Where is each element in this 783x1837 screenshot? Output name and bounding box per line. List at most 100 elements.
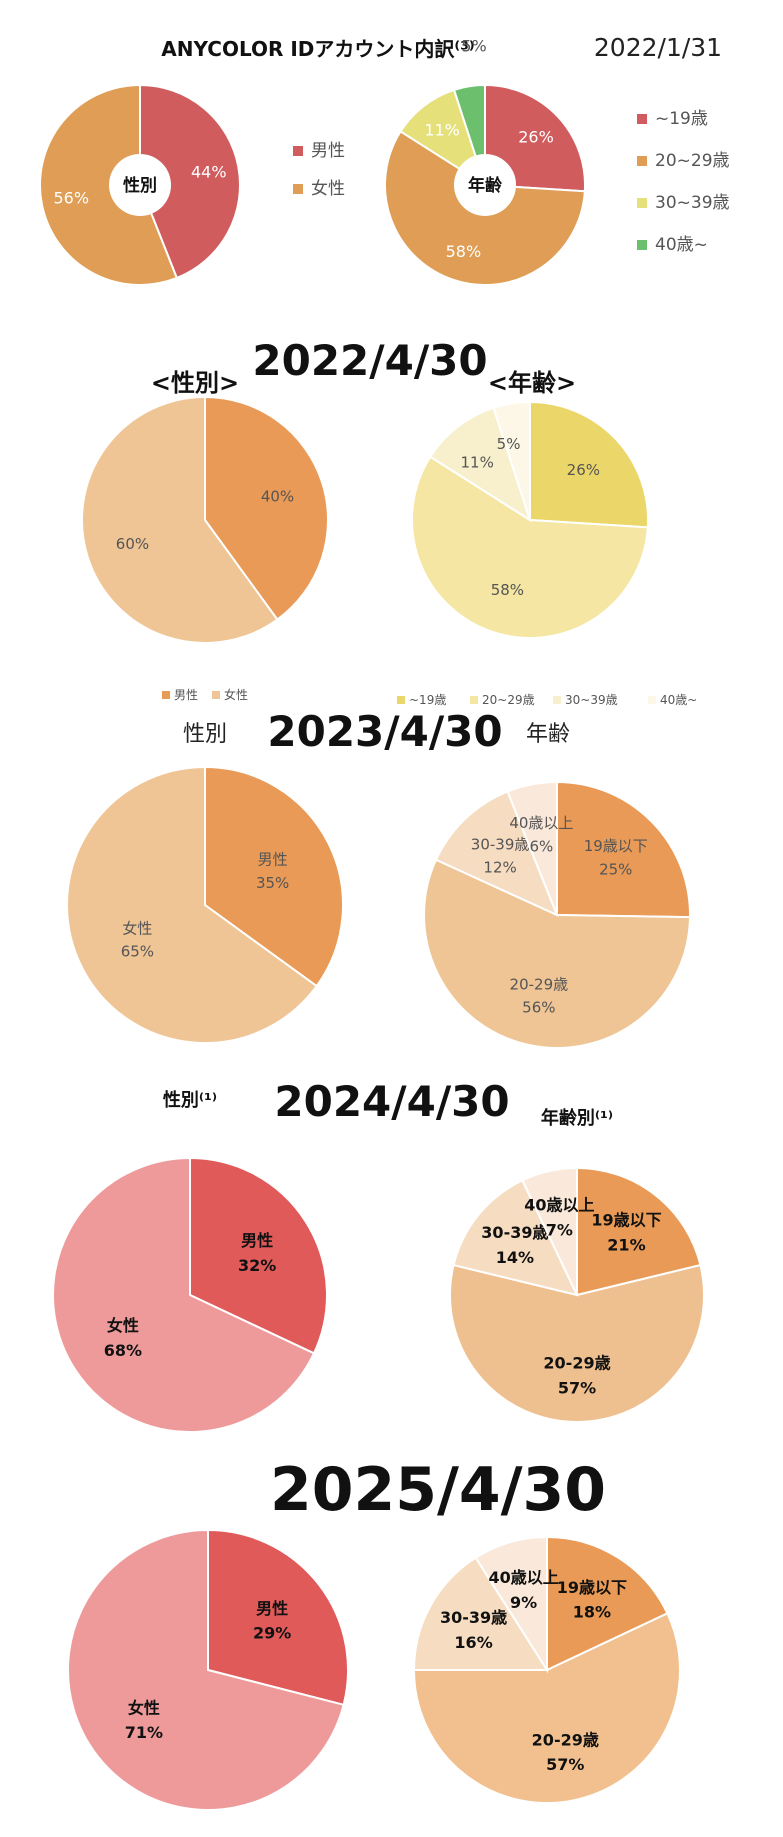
slice-label-2-1: 60%	[116, 535, 149, 553]
slice-label-0-1: 56%	[53, 189, 89, 208]
slice-label-3-2: 11%	[460, 453, 493, 471]
pie-slice-0-0	[139, 83, 241, 280]
pie-chart-5: 19歳以下 25% 20-29歳 56% 30-39歳 12%40歳以上 6%	[423, 780, 692, 1049]
pie-slice-9-1	[412, 1612, 681, 1804]
slice-label-9-3: 40歳以上 9%	[488, 1568, 558, 1612]
slice-label-4-0: 男性 35%	[256, 851, 289, 892]
date-2022-4-30: 2022/4/30	[252, 336, 487, 385]
legend-label-0-1: 女性	[311, 179, 345, 199]
legend-swatch-1-3	[637, 240, 647, 250]
slice-label-1-2: 11%	[424, 120, 460, 139]
pie-slice-7-1	[449, 1263, 705, 1423]
slice-label-1-0: 26%	[518, 128, 554, 147]
pie-slice-8-0	[207, 1528, 349, 1707]
pie-chart-1: 26% 58% 11% 5% 年齢	[384, 36, 586, 286]
slice-label-4-1: 女性 65%	[121, 919, 154, 960]
legend-label-1-0: ~19歳	[655, 109, 708, 129]
pie-slice-5-3	[506, 780, 558, 916]
slice-label-8-0: 男性 29%	[253, 1599, 291, 1643]
heading-gender-2022-4-30: <性別>	[151, 369, 239, 397]
pie-slice-0-1	[39, 83, 179, 286]
pie-slice-9-2	[412, 1556, 549, 1671]
slice-label-8-1: 女性 71%	[125, 1698, 163, 1742]
pie-slice-3-1	[411, 455, 649, 639]
legend-label-3-2: 30~39歳	[565, 693, 618, 707]
heading-gender-2024-4-30: 性別⁽¹⁾	[163, 1089, 217, 1111]
pie-chart-4: 男性 35% 女性 65%	[66, 765, 344, 1044]
pie-slice-7-2	[452, 1178, 579, 1297]
pie-slice-2-1	[81, 395, 279, 644]
legend-swatch-3-1	[470, 696, 478, 704]
pie-slice-1-3	[452, 83, 486, 158]
legend-label-2-1: 女性	[224, 687, 248, 702]
legend-label-1-2: 30~39歳	[655, 193, 730, 213]
slice-label-7-1: 20-29歳 57%	[543, 1354, 610, 1398]
pie-charts: 44%56%性別26%58%11%5%年齢40%60%26%58%11%5%男性…	[39, 36, 730, 1811]
pie-chart-7: 19歳以下 21% 20-29歳 57% 30-39歳 14%40歳以上 7%	[449, 1166, 705, 1423]
slice-label-1-3: 5%	[461, 36, 486, 55]
pie-slice-6-1	[52, 1156, 316, 1433]
legend-swatch-2-1	[212, 691, 220, 699]
slice-label-9-0: 19歳以下 18%	[557, 1578, 627, 1622]
pie-slice-2-0	[204, 395, 329, 621]
pie-slice-6-0	[189, 1156, 328, 1355]
slice-label-7-2: 30-39歳 14%	[481, 1223, 548, 1267]
pie-slice-9-3	[474, 1535, 548, 1674]
date-2024-4-30: 2024/4/30	[274, 1077, 509, 1126]
heading-gender-2023-4-30: 性別	[183, 722, 227, 747]
date-2025-4-30: 2025/4/30	[270, 1455, 606, 1525]
heading-age-2022-4-30: <年齢>	[488, 369, 576, 397]
pie-slice-7-3	[521, 1166, 578, 1296]
slice-label-6-0: 男性 32%	[238, 1231, 276, 1275]
pie-chart-0: 44% 56% 性別	[39, 83, 241, 286]
heading-age-2023-4-30: 年齢	[526, 722, 570, 747]
slice-label-7-3: 40歳以上 7%	[524, 1196, 594, 1240]
slice-label-6-1: 女性 68%	[104, 1316, 142, 1360]
date-2023-4-30: 2023/4/30	[267, 707, 502, 756]
slice-label-3-1: 58%	[491, 581, 524, 599]
legend-label-1-3: 40歳~	[655, 235, 708, 255]
pie-chart-2: 40% 60%	[81, 395, 329, 644]
slice-label-3-0: 26%	[567, 461, 600, 479]
pie-slice-3-3	[492, 400, 531, 521]
legend-label-2-0: 男性	[174, 688, 198, 702]
pie-chart-3: 26% 58% 11%5%	[411, 400, 649, 639]
legend-label-1-1: 20~29歳	[655, 151, 730, 171]
legend-label-3-3: 40歳~	[660, 693, 697, 707]
slice-label-1-1: 58%	[446, 242, 482, 261]
pie-slice-4-1	[66, 765, 319, 1044]
legend-swatch-3-3	[648, 696, 656, 704]
pie-slice-9-0	[546, 1535, 669, 1672]
legend-label-0-0: 男性	[311, 141, 345, 161]
center-label-0: 性別	[123, 175, 157, 196]
center-label-1: 年齢	[468, 175, 503, 196]
slice-label-3-3: 5%	[497, 435, 521, 453]
slice-label-9-1: 20-29歳 57%	[532, 1730, 599, 1774]
legend-swatch-1-1	[637, 156, 647, 166]
pie-chart-8: 男性 29% 女性 71%	[67, 1528, 349, 1811]
slice-label-7-0: 19歳以下 21%	[591, 1211, 661, 1255]
legend-swatch-1-2	[637, 198, 647, 208]
legend-swatch-2-0	[162, 691, 170, 699]
pie-slice-1-1	[384, 130, 586, 286]
pie-slice-7-0	[576, 1166, 702, 1297]
section-title-2022-1-31: ANYCOLOR IDアカウント内訳⁽³⁾	[161, 37, 474, 61]
pie-slice-5-1	[423, 858, 692, 1049]
pie-slice-5-2	[434, 790, 559, 917]
pie-slice-3-0	[529, 400, 649, 529]
legend-label-3-1: 20~29歳	[482, 693, 535, 707]
legend-swatch-3-2	[553, 696, 561, 704]
pie-slice-5-0	[556, 780, 691, 919]
pie-slice-4-0	[204, 765, 344, 988]
pie-chart-6: 男性 32% 女性 68%	[52, 1156, 328, 1433]
slice-label-5-3: 40歳以上 6%	[509, 814, 573, 855]
legend-swatch-1-0	[637, 114, 647, 124]
slice-label-2-0: 40%	[261, 488, 294, 506]
slice-label-9-2: 30-39歳 16%	[440, 1608, 507, 1652]
pie-slice-1-0	[484, 83, 586, 193]
pie-slice-8-1	[67, 1528, 345, 1811]
legend-swatch-3-0	[397, 696, 405, 704]
slice-label-5-1: 20-29歳 56%	[510, 975, 569, 1016]
slice-label-5-0: 19歳以下 25%	[584, 837, 648, 878]
